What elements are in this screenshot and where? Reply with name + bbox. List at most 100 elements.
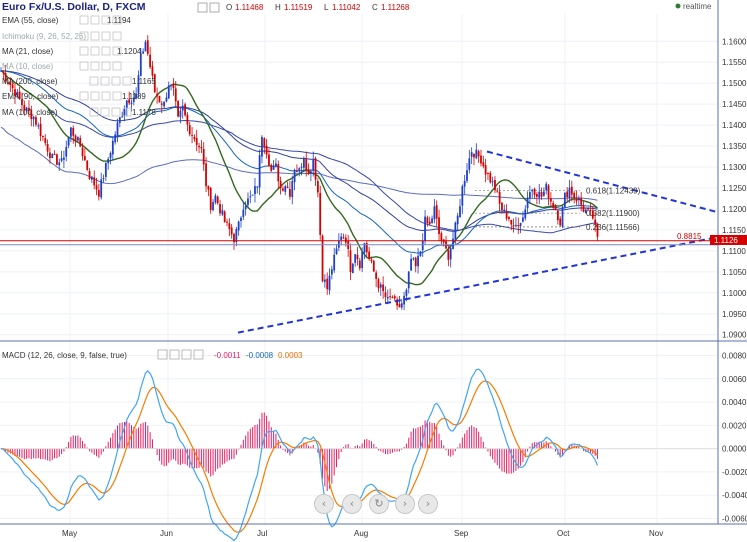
candle-body <box>515 224 517 226</box>
indicator-ma21[interactable]: MA (21, close) 1.1204 <box>2 47 142 56</box>
reset-view-button[interactable]: ↻ <box>369 494 389 514</box>
candle-body <box>195 138 198 145</box>
candle-body <box>580 197 583 205</box>
candle-body <box>421 240 424 251</box>
legend-icon-box <box>112 15 122 25</box>
candle-body <box>454 222 457 240</box>
legend-icon-box <box>79 46 89 56</box>
candle-body <box>235 228 238 243</box>
candle-body <box>137 75 140 93</box>
svg-text:EMA (55, close): EMA (55, close) <box>2 16 59 25</box>
legend-icon-box <box>79 91 89 101</box>
legend-icon-box <box>90 61 100 71</box>
candle-body <box>503 209 506 212</box>
candle-body <box>177 100 179 117</box>
legend-icon-box <box>101 15 111 25</box>
indicator-ma100[interactable]: MA (100, close) 1.1178 <box>2 108 156 117</box>
candle-body <box>433 206 436 220</box>
candle-body <box>0 70 2 72</box>
candle-body <box>396 299 398 306</box>
candle-body <box>275 163 277 167</box>
candle-body <box>556 210 559 221</box>
candle-body <box>573 192 576 198</box>
candle-body <box>477 151 480 157</box>
ohlc-o-value: 1.11468 <box>235 3 264 12</box>
candle-body <box>398 304 401 308</box>
candle-body <box>60 158 63 161</box>
candle-body <box>321 235 324 282</box>
svg-text:MA (21, close): MA (21, close) <box>2 47 53 56</box>
macd-tick-label: 0.0020 <box>722 421 747 430</box>
macd-value-hist: -0.0011 <box>214 351 241 360</box>
ema55-line <box>0 70 598 254</box>
candle-body <box>244 206 247 210</box>
scroll-left-far-button[interactable]: ‹ <box>314 494 334 514</box>
macd-value-line: -0.0008 <box>246 351 274 360</box>
price-tick-label: 1.1350 <box>722 142 747 151</box>
price-tick-label: 1.1600 <box>722 37 747 46</box>
time-tick-label: Sep <box>454 529 469 538</box>
macd-toolbar[interactable] <box>157 349 204 360</box>
candle-body <box>35 117 37 125</box>
candle-body <box>16 91 19 96</box>
indicator-legend[interactable]: EMA (55, close) 1.1194 Ichimoku (9, 26, … <box>2 15 156 117</box>
candle-body <box>11 84 14 88</box>
candle-body <box>70 127 72 137</box>
candle-body <box>81 147 84 157</box>
indicator-ma200[interactable]: MA (200, close) 1.1165 <box>2 77 156 86</box>
indicator-ema55[interactable]: EMA (55, close) 1.1194 <box>2 16 131 25</box>
title-toolbar[interactable] <box>197 2 220 13</box>
indicator-ma10[interactable]: MA (10, close) <box>2 62 53 71</box>
candle-body <box>107 158 110 164</box>
candle-body <box>575 198 578 202</box>
svg-text:1.1178: 1.1178 <box>132 108 156 117</box>
candle-body <box>102 178 105 180</box>
candle-body <box>391 297 394 299</box>
legend-icon-box <box>112 91 122 101</box>
indicator-ema90[interactable]: EMA (90, close) 1.1189 <box>2 92 146 101</box>
candle-body <box>463 180 466 187</box>
candle-body <box>542 191 545 196</box>
candle-body <box>419 251 422 257</box>
candle-body <box>118 117 121 123</box>
candles <box>0 35 599 310</box>
scroll-right-far-button[interactable]: › <box>418 494 438 514</box>
candle-body <box>221 210 224 215</box>
candle-body <box>158 95 161 103</box>
candle-body <box>279 181 282 189</box>
candle-body <box>461 186 464 206</box>
legend-icon-box <box>100 107 110 117</box>
macd-tick-label: 0.0080 <box>722 351 747 360</box>
svg-text:MA (200, close): MA (200, close) <box>2 77 58 86</box>
scroll-right-button[interactable]: › <box>395 494 415 514</box>
price-tick-label: 1.0900 <box>722 331 747 340</box>
candle-body <box>298 168 301 172</box>
candle-body <box>300 166 303 168</box>
candle-body <box>139 53 142 76</box>
candle-body <box>146 40 149 54</box>
macd-tick-label: 0.0060 <box>722 375 747 384</box>
macd-tick-label: 0.0000 <box>722 445 747 454</box>
candle-body <box>181 105 184 111</box>
candle-body <box>151 66 154 76</box>
legend-icon-box <box>112 46 122 56</box>
ohlc-h-label: H <box>275 3 281 12</box>
ma200-line <box>0 126 598 201</box>
legend-settings-icons[interactable] <box>79 15 132 117</box>
candle-body <box>428 221 431 225</box>
svg-text:MA (100, close): MA (100, close) <box>2 108 58 117</box>
price-tick-label: 1.1050 <box>722 268 747 277</box>
candle-body <box>86 160 89 170</box>
indicator-ichimoku[interactable]: Ichimoku (9, 26, 52, 26) <box>2 32 86 41</box>
candle-body <box>149 54 152 68</box>
moving-average-lines <box>0 70 598 286</box>
scroll-left-button[interactable]: ‹ <box>342 494 362 514</box>
legend-icon-box <box>112 61 122 71</box>
legend-icon-box <box>79 31 89 41</box>
candle-body <box>405 289 408 296</box>
legend-icon-box <box>122 76 132 86</box>
candle-body <box>526 197 529 209</box>
candle-body <box>305 158 308 171</box>
